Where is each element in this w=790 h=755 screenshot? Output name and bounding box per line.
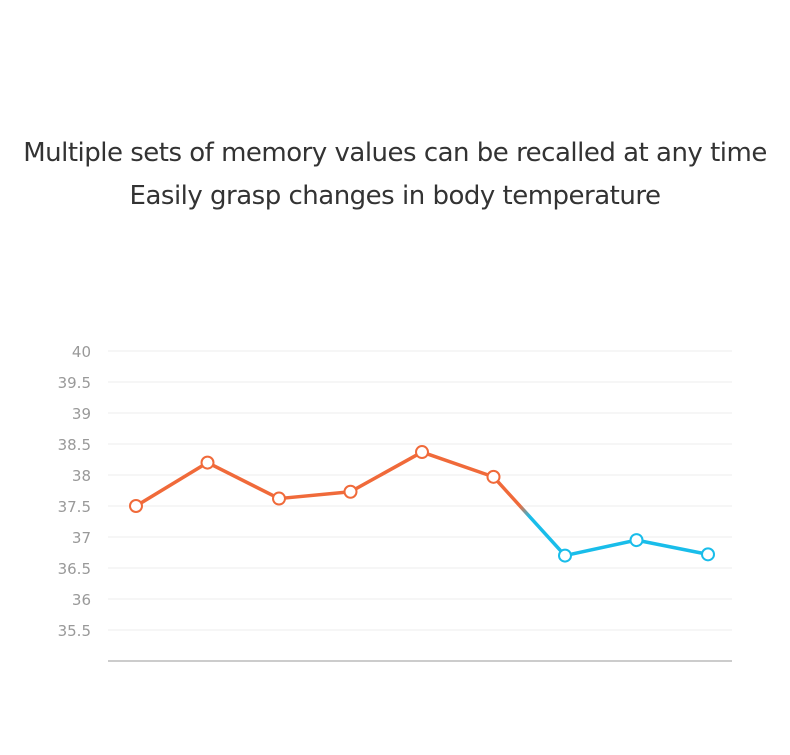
y-tick-label: 38 bbox=[72, 467, 91, 485]
grid-lines bbox=[108, 350, 732, 631]
series-line bbox=[134, 450, 710, 558]
headline-line-2: Easily grasp changes in body temperature bbox=[129, 181, 661, 211]
y-tick-label: 40 bbox=[72, 343, 91, 361]
data-point bbox=[486, 469, 501, 484]
y-tick-label: 36.5 bbox=[58, 560, 91, 578]
series-segment bbox=[634, 538, 710, 557]
y-tick-label: 38.5 bbox=[58, 436, 91, 454]
data-point bbox=[701, 547, 715, 562]
headline-line-1: Multiple sets of memory values can be re… bbox=[23, 138, 767, 168]
data-point bbox=[272, 491, 286, 506]
y-tick-label: 39.5 bbox=[58, 374, 91, 392]
data-point bbox=[629, 533, 644, 548]
data-point bbox=[200, 455, 215, 470]
series-segment bbox=[348, 450, 424, 494]
data-point bbox=[415, 445, 429, 460]
y-tick-label: 37 bbox=[72, 529, 91, 547]
y-tick-label: 39 bbox=[72, 405, 91, 423]
y-tick-label: 35.5 bbox=[58, 622, 91, 640]
data-point bbox=[343, 484, 358, 499]
series-segment bbox=[420, 450, 496, 479]
series-segment bbox=[491, 475, 567, 558]
series-segment bbox=[205, 460, 281, 501]
series-points bbox=[129, 445, 715, 563]
y-tick-label: 37.5 bbox=[58, 498, 91, 516]
y-axis-ticks: 40 39.5 39 38.5 38 37.5 37 36.5 36 35.5 bbox=[58, 343, 91, 640]
data-point bbox=[558, 548, 572, 563]
series-segment bbox=[134, 460, 210, 508]
series-segment bbox=[277, 489, 353, 501]
y-tick-label: 36 bbox=[72, 591, 91, 609]
series-segment bbox=[563, 538, 639, 558]
data-point bbox=[129, 499, 143, 513]
